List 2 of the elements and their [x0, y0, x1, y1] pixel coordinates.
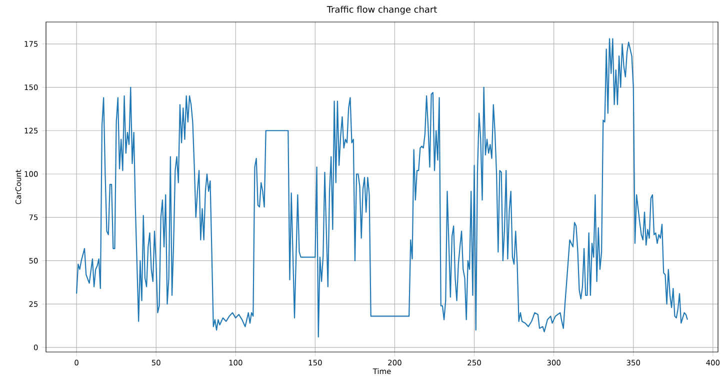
line-series [76, 38, 688, 338]
chart-title: Traffic flow change chart [326, 6, 437, 14]
